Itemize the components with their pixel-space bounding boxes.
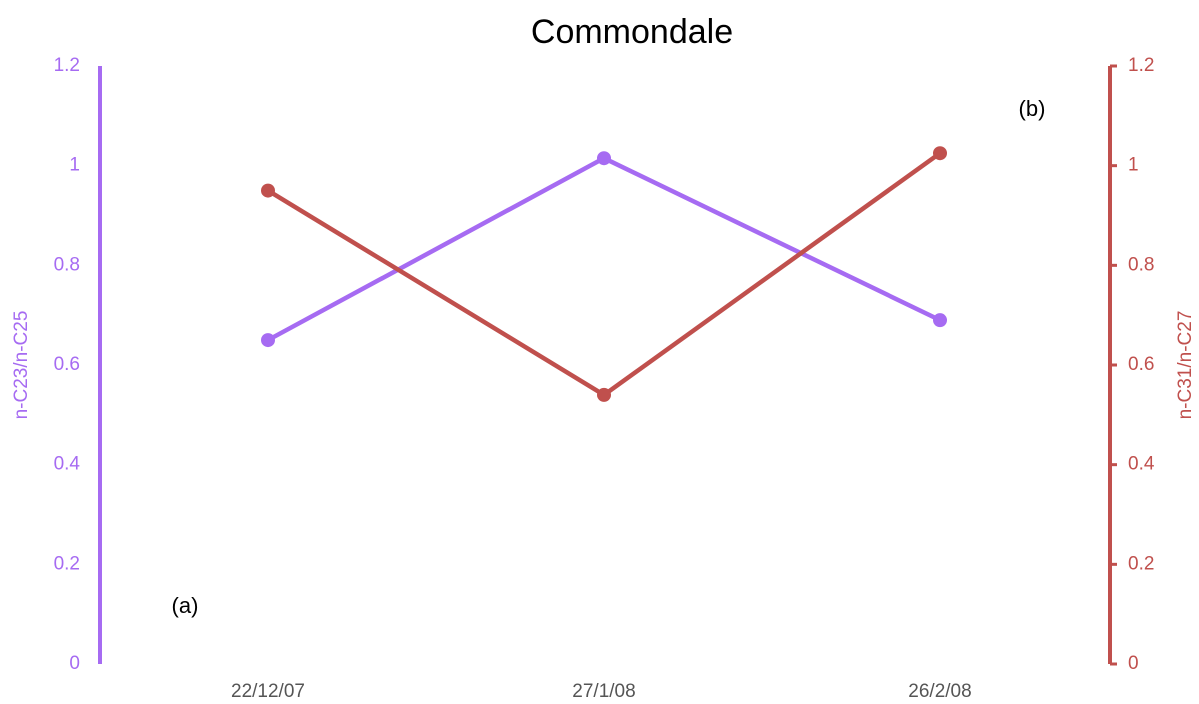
- y-tick-label: 1: [69, 155, 80, 176]
- point: [261, 333, 275, 348]
- y-tick-label: 0: [69, 653, 80, 674]
- x-tick-label: 26/2/08: [908, 681, 971, 702]
- y2-axis-label: n-C31/n-C27: [1175, 311, 1196, 420]
- y2-tick-label: 0.8: [1128, 254, 1154, 275]
- y-tick-label: 0.6: [54, 354, 80, 375]
- y2-tick-label: 0.2: [1128, 553, 1154, 574]
- y-axis-label: n-C23/n-C25: [11, 311, 32, 420]
- y2-tick-label: 1: [1128, 155, 1139, 176]
- y-tick-label: 1.2: [54, 55, 80, 76]
- point: [261, 183, 275, 198]
- y-tick-label: 0.4: [54, 454, 81, 475]
- annotation: (a): [172, 593, 199, 618]
- y2-tick-label: 1.2: [1128, 55, 1154, 76]
- point: [933, 146, 947, 161]
- y-tick-label: 0.2: [54, 553, 80, 574]
- series-line: [266, 155, 941, 343]
- point: [597, 387, 611, 402]
- y2-tick-label: 0.6: [1128, 354, 1154, 375]
- x-tick-label: 27/1/08: [572, 681, 635, 702]
- point: [933, 313, 947, 328]
- annotation: (b): [1019, 96, 1046, 121]
- y2-tick-label: 0.4: [1128, 454, 1155, 475]
- y-tick-label: 0.8: [54, 254, 80, 275]
- x-tick-label: 22/12/07: [231, 681, 305, 702]
- point: [597, 151, 611, 166]
- y2-tick-label: 0: [1128, 653, 1139, 674]
- chart-title: Commondale: [531, 13, 733, 51]
